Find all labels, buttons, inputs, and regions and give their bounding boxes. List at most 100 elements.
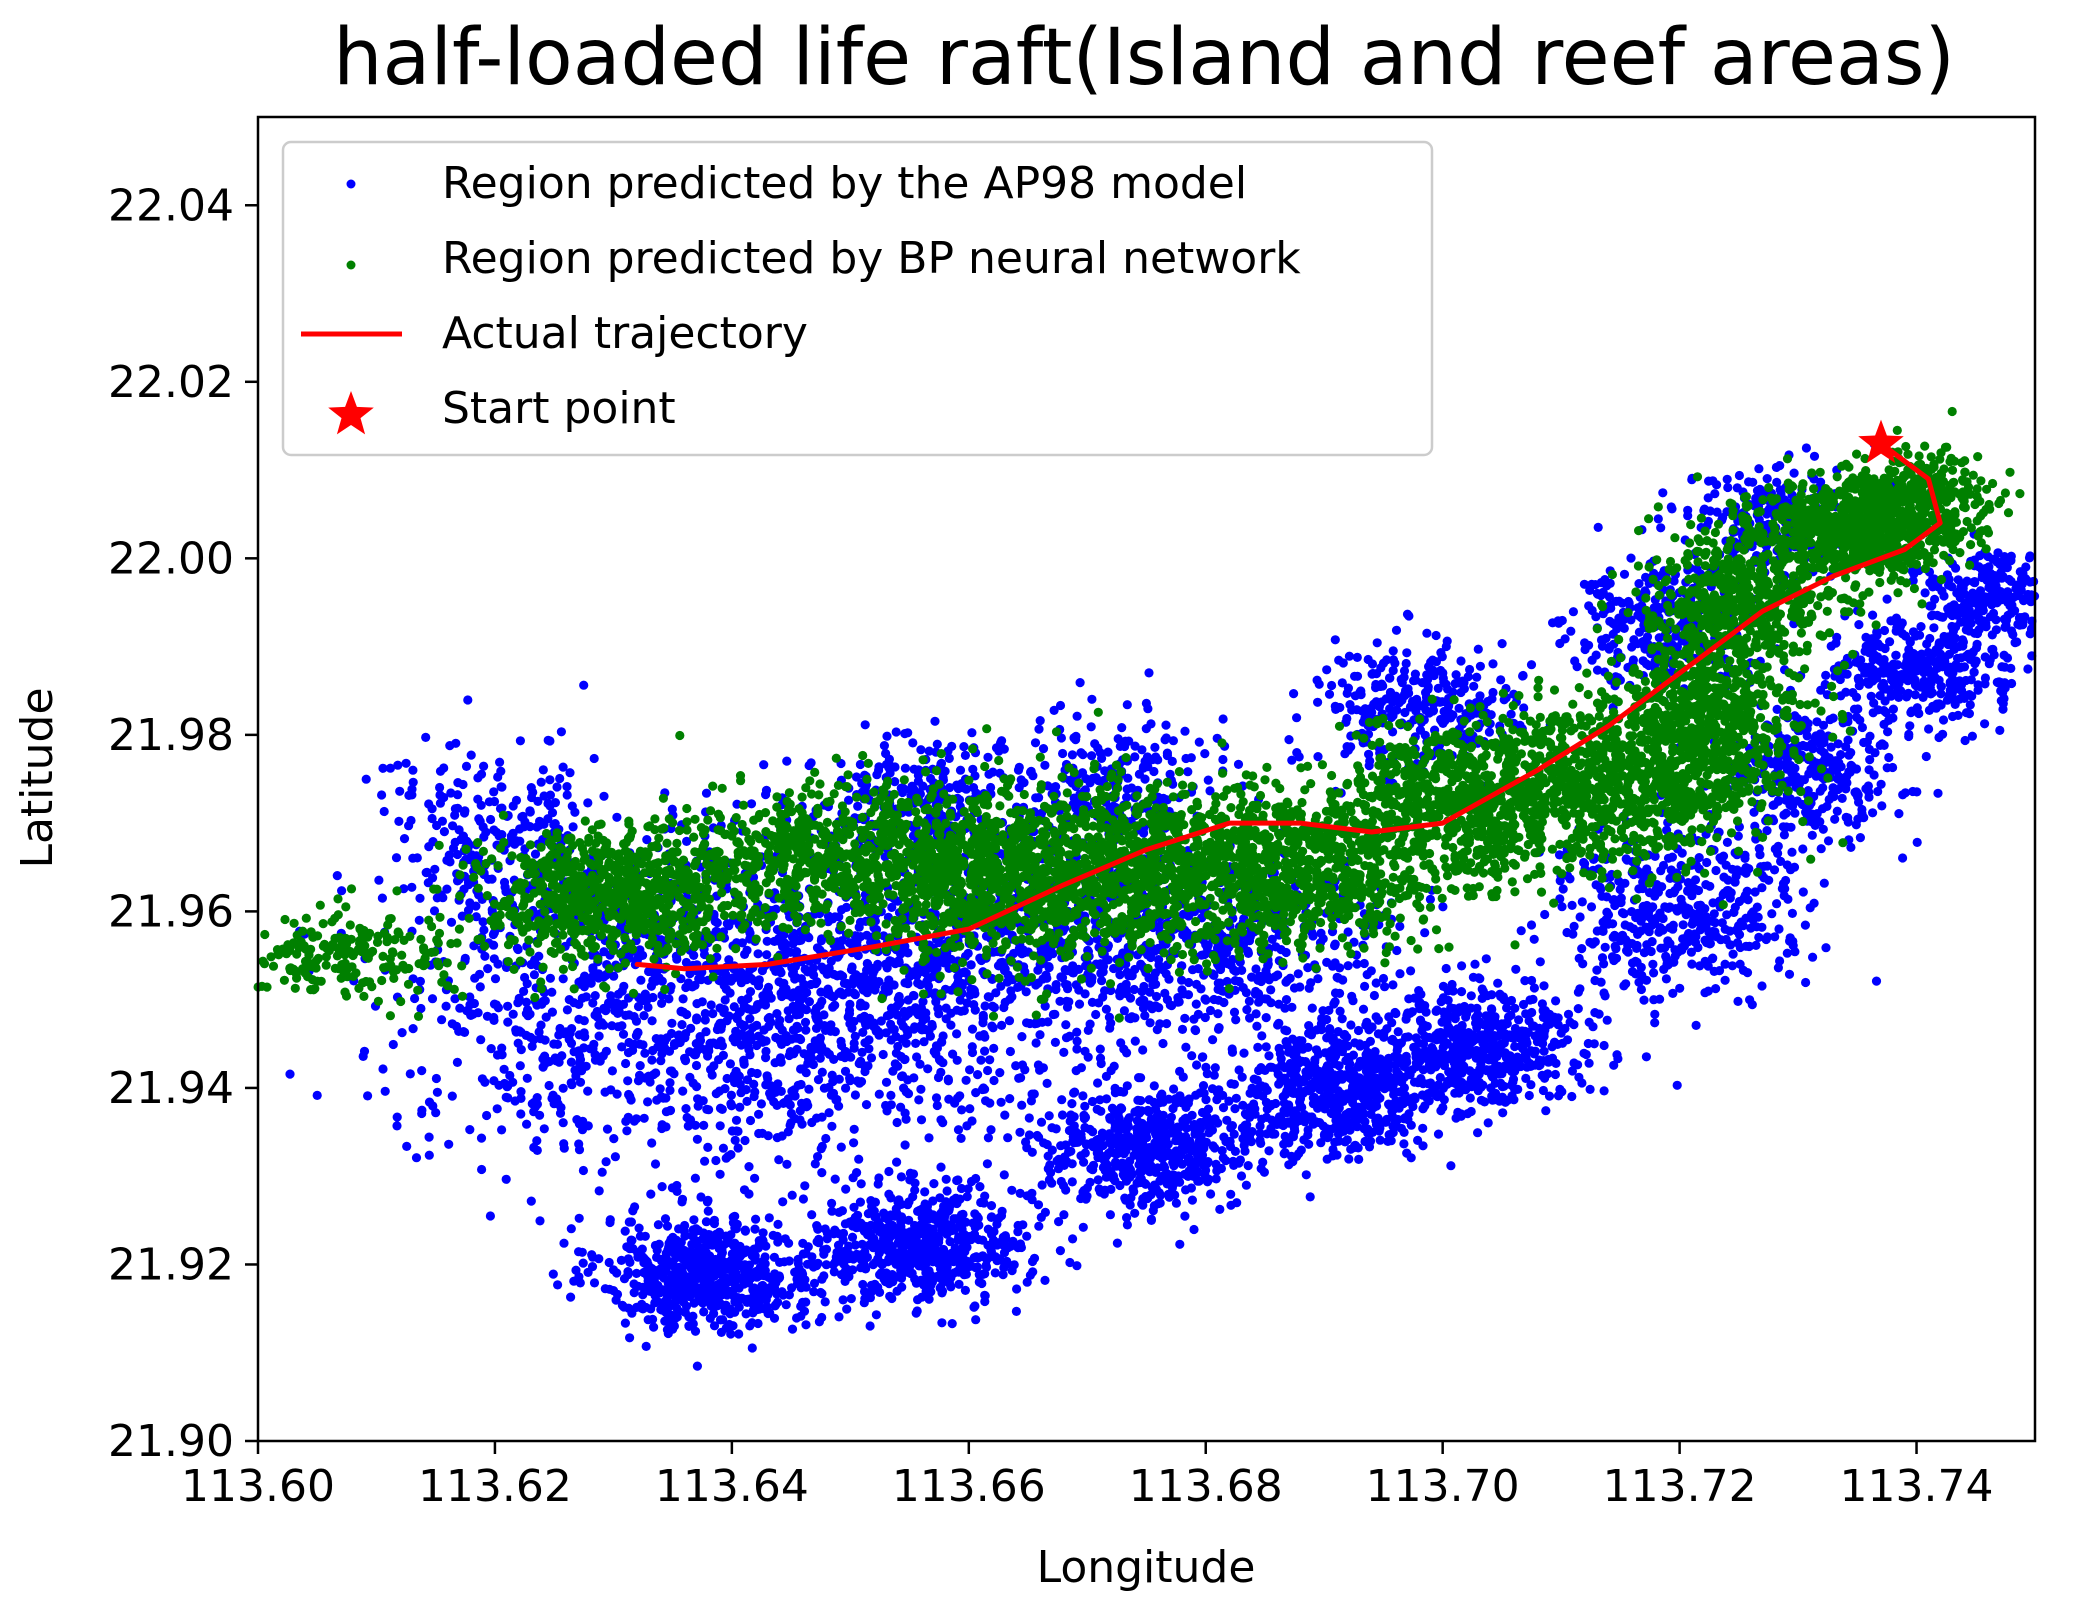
ap98-point: [515, 1061, 525, 1071]
ap98-point: [1109, 1061, 1119, 1071]
ap98-point: [716, 1327, 727, 1337]
ap98-point: [1303, 1125, 1313, 1135]
ap98-point: [976, 1055, 986, 1065]
ap98-point: [769, 1097, 779, 1107]
ap98-point: [924, 1026, 934, 1036]
ap98-point: [1343, 1124, 1353, 1134]
ap98-point: [924, 1294, 934, 1304]
ap98-point: [745, 1115, 756, 1126]
ap98-point: [607, 1021, 617, 1031]
ap98-point: [513, 998, 523, 1008]
ap98-point: [1031, 1038, 1041, 1048]
ap98-point: [625, 1244, 635, 1254]
ap98-point: [1502, 997, 1512, 1007]
ap98-point: [721, 984, 731, 994]
ap98-point: [1403, 1008, 1413, 1018]
ap98-point: [1539, 1046, 1549, 1056]
ap98-point: [1032, 1130, 1042, 1141]
ap98-point: [477, 1074, 487, 1084]
ap98-point: [858, 1279, 868, 1290]
ap98-point: [715, 1121, 725, 1131]
ap98-point: [946, 1282, 956, 1292]
ap98-point: [1473, 1086, 1483, 1096]
ap98-point: [829, 1054, 839, 1064]
ap98-point: [1125, 1200, 1135, 1210]
ap98-point: [1061, 1185, 1071, 1195]
ap98-point: [566, 1057, 577, 1067]
ap98-point: [800, 1181, 810, 1191]
ap98-point: [1483, 1118, 1493, 1128]
ap98-point: [460, 1027, 470, 1037]
ap98-point: [428, 1101, 438, 1111]
ap98-point: [676, 1007, 686, 1017]
ap98-point: [896, 1172, 907, 1182]
ap98-point: [1059, 1210, 1069, 1220]
ap98-point: [522, 1073, 532, 1083]
ap98-point: [1389, 1099, 1399, 1109]
ap98-point: [1599, 1086, 1609, 1096]
ap98-point: [1207, 1084, 1218, 1094]
ap98-point: [1547, 1042, 1557, 1052]
ap98-point: [1304, 1139, 1314, 1149]
ap98-point: [835, 987, 846, 997]
ap98-point: [762, 1288, 772, 1298]
ap98-point: [911, 1038, 921, 1048]
ap98-point: [1448, 986, 1458, 996]
ap98-point: [1490, 1050, 1500, 1060]
ap98-point: [1481, 1044, 1491, 1054]
ap98-point: [817, 1168, 827, 1178]
ap98-point: [1371, 1120, 1382, 1130]
ap98-point: [790, 1003, 800, 1014]
ap98-point: [696, 1192, 706, 1202]
ap98-point: [611, 1295, 621, 1305]
ap98-point: [1599, 1040, 1609, 1051]
ap98-point: [1230, 1146, 1240, 1156]
ap98-point: [929, 1179, 939, 1189]
ap98-point: [1192, 1168, 1202, 1178]
ap98-point: [1088, 1160, 1099, 1170]
ap98-point: [840, 1046, 850, 1056]
ap98-point: [1207, 1125, 1217, 1135]
ap98-point: [511, 1025, 521, 1035]
ap98-point: [1067, 1099, 1077, 1109]
ap98-point: [1451, 1113, 1461, 1123]
ap98-point: [1024, 1113, 1034, 1123]
ap98-point: [1199, 1161, 1209, 1171]
ap98-point: [702, 1104, 712, 1114]
ap98-point: [1415, 1056, 1425, 1066]
ap98-point: [1050, 1037, 1060, 1047]
ap98-point: [577, 1247, 587, 1257]
ap98-point: [886, 1090, 896, 1100]
ap98-point: [1446, 1161, 1456, 1171]
ap98-point: [841, 1184, 851, 1194]
ap98-point: [996, 1255, 1006, 1265]
ap98-point: [857, 1047, 867, 1057]
ap98-point: [971, 1315, 981, 1325]
ap98-point: [529, 1107, 539, 1117]
ap98-point: [713, 1236, 723, 1247]
ap98-point: [812, 1237, 822, 1247]
ap98-point: [1495, 989, 1505, 999]
ap98-point: [1027, 1256, 1038, 1267]
ap98-point: [714, 1086, 725, 1096]
ap98-point: [388, 1039, 398, 1050]
ap98-point: [594, 1186, 604, 1196]
ap98-point: [681, 957, 692, 968]
ap98-point: [631, 1016, 642, 1026]
ap98-point: [727, 1254, 737, 1264]
ap98-point: [547, 1007, 558, 1017]
ap98-point: [856, 980, 866, 990]
ap98-point: [735, 1102, 745, 1112]
ap98-point: [1334, 1038, 1344, 1048]
ap98-point: [665, 1066, 676, 1076]
ap98-point: [801, 1102, 812, 1112]
ap98-point: [574, 1014, 584, 1024]
ap98-point: [962, 1192, 972, 1202]
ap98-point: [540, 1035, 550, 1045]
ap98-point: [1439, 1037, 1450, 1047]
ap98-point: [819, 965, 829, 975]
ap98-point: [1183, 1171, 1193, 1181]
ap98-point: [1353, 1062, 1363, 1072]
ap98-point: [788, 939, 798, 949]
ap98-point: [680, 1056, 691, 1066]
